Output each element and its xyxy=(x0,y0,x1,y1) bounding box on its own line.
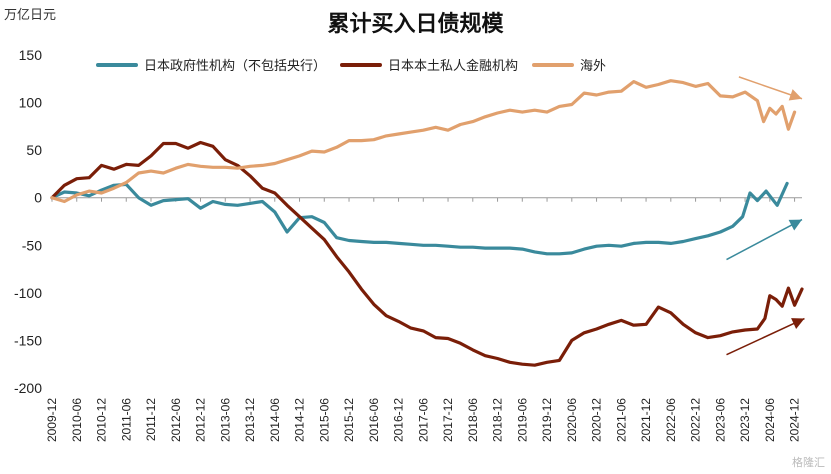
x-tick-label: 2013-06 xyxy=(218,398,232,442)
x-tick-label: 2019-06 xyxy=(515,398,529,442)
series-line-2 xyxy=(50,79,797,204)
y-tick-label: 50 xyxy=(26,142,42,158)
x-tick-label: 2020-06 xyxy=(565,398,579,442)
y-tick-label: -100 xyxy=(14,285,42,301)
x-tick-label: 2018-12 xyxy=(491,398,505,442)
y-unit-label: 万亿日元 xyxy=(4,8,57,23)
y-tick-label: -200 xyxy=(14,380,42,396)
x-tick-label: 2011-06 xyxy=(119,398,133,441)
trend-arrow-line-1 xyxy=(726,218,803,261)
y-tick-label: 150 xyxy=(19,47,43,63)
series-line-0 xyxy=(50,181,789,256)
legend-swatch-gov xyxy=(96,62,138,67)
x-tick-label: 2011-12 xyxy=(144,398,158,441)
x-tick-label: 2015-12 xyxy=(342,398,356,442)
x-tick-label: 2016-06 xyxy=(367,398,381,442)
x-tick-label: 2022-12 xyxy=(689,398,703,442)
x-tick-label: 2020-12 xyxy=(590,398,604,442)
x-tick-label: 2012-12 xyxy=(194,398,208,442)
x-tick-label: 2019-12 xyxy=(540,398,554,442)
y-tick-label: 0 xyxy=(34,190,42,206)
x-tick-label: 2014-12 xyxy=(293,398,307,442)
legend: 日本政府性机构（不包括央行） 日本本土私人金融机构 海外 xyxy=(96,55,606,74)
x-tick-label: 2023-12 xyxy=(738,398,752,442)
trend-arrow-head-2 xyxy=(791,318,805,330)
x-tick-label: 2012-06 xyxy=(169,398,183,442)
x-tick-label: 2010-12 xyxy=(95,398,109,442)
legend-label-gov: 日本政府性机构（不包括央行） xyxy=(144,59,327,74)
y-tick-label: -50 xyxy=(22,237,42,253)
x-tick-label: 2024-12 xyxy=(788,398,802,442)
trend-arrow-head-1 xyxy=(788,219,802,231)
legend-label-private: 日本本土私人金融机构 xyxy=(388,59,519,74)
series-line-1 xyxy=(50,140,804,367)
x-tick-label: 2009-12 xyxy=(45,398,59,442)
legend-swatch-overseas xyxy=(532,62,575,67)
x-tick-label: 2015-06 xyxy=(317,398,331,442)
x-tick-label: 2022-06 xyxy=(664,398,678,442)
legend-item-gov: 日本政府性机构（不包括央行） xyxy=(96,55,326,74)
legend-item-overseas: 海外 xyxy=(532,55,606,74)
trend-arrow-head-0 xyxy=(788,89,802,101)
legend-swatch-private xyxy=(340,62,383,67)
x-tick-label: 2024-06 xyxy=(763,398,777,442)
x-tick-label: 2016-12 xyxy=(392,398,406,442)
chart-title: 累计买入日债规模 xyxy=(327,12,504,37)
x-tick-label: 2023-06 xyxy=(713,398,727,442)
x-tick-label: 2013-12 xyxy=(243,398,257,442)
legend-item-private: 日本本土私人金融机构 xyxy=(340,55,518,74)
x-tick-label: 2010-06 xyxy=(70,398,84,442)
x-tick-label: 2021-12 xyxy=(639,398,653,442)
x-tick-label: 2017-06 xyxy=(416,398,430,442)
x-tick-label: 2017-12 xyxy=(441,398,455,442)
watermark-logo: 格隆汇 xyxy=(792,456,825,469)
x-tick-label: 2021-06 xyxy=(614,398,628,442)
y-tick-label: 100 xyxy=(19,95,43,111)
legend-label-overseas: 海外 xyxy=(580,59,607,74)
x-tick-label: 2014-06 xyxy=(268,398,282,442)
x-tick-label: 2018-06 xyxy=(466,398,480,442)
y-tick-label: -150 xyxy=(14,332,42,348)
trend-arrow-line-2 xyxy=(726,317,805,356)
